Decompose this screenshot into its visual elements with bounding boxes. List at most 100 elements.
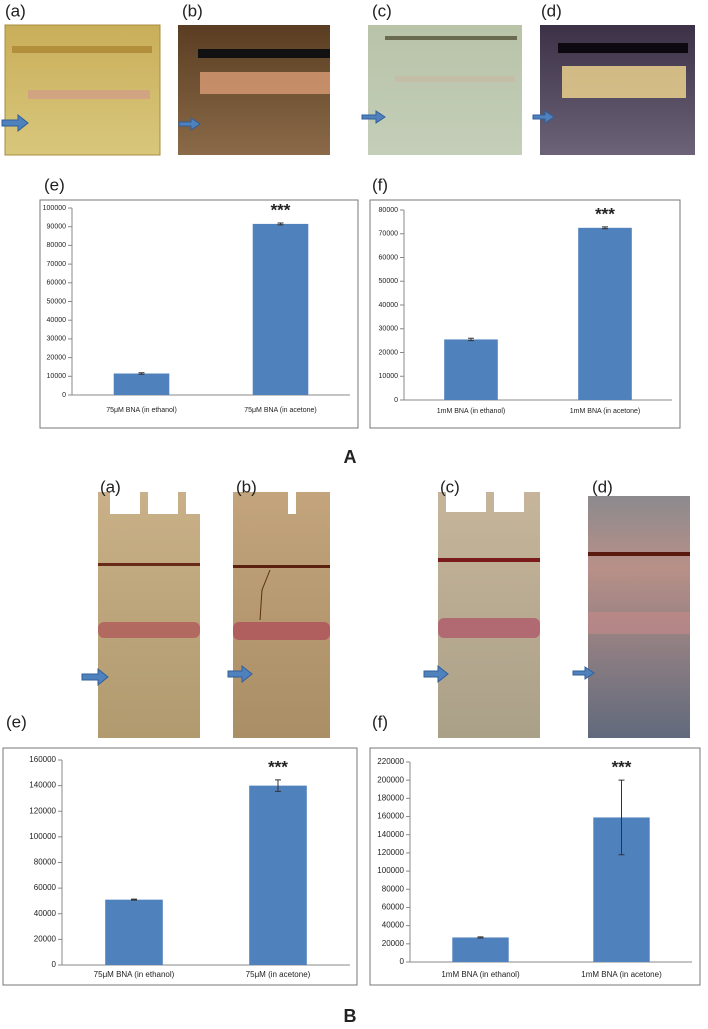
y-tick-label: 30000 [379,326,399,333]
y-tick-label: 10000 [379,373,399,380]
gel-line [98,563,200,566]
significance-label: *** [595,204,615,223]
bar [578,227,632,400]
chart-frame [369,747,701,986]
arrow [361,110,386,124]
y-tick-label: 60000 [47,280,67,287]
y-tick-label: 40000 [34,909,57,918]
y-tick-label: 80000 [34,858,57,867]
panel-label: (e) [44,175,65,194]
panel-label: (a) [100,477,121,496]
bar [444,339,498,400]
error-bar [602,226,608,230]
y-tick-label: 10000 [47,373,67,380]
arrows [1,110,555,133]
y-tick-label: 70000 [47,261,67,268]
gel [368,25,522,155]
y-tick-label: 60000 [379,254,399,261]
gel-line [588,552,690,556]
arrow [532,110,555,124]
bar-chart: 0 20000 40000 60000 80000 100000 120000 140000 1… [2,747,358,986]
y-tick-label: 20000 [34,934,57,943]
gel-band [438,618,540,638]
panel-label: (f) [372,712,388,731]
error-bar [275,779,281,792]
y-tick-label: 50000 [379,278,399,285]
gel [98,492,200,738]
gel-band [98,622,200,638]
y-tick-label: 120000 [377,848,404,857]
y-tick-label: 220000 [377,757,404,766]
y-tick-label: 50000 [47,298,67,305]
error-bar [138,372,145,375]
bar [105,899,163,965]
panel-label: (c) [372,1,392,20]
gel-band [395,76,515,82]
error-bar [477,936,484,939]
bar-chart: 0 10000 20000 30000 40000 50000 60000 70000 8000… [369,199,681,429]
arrow [81,667,109,687]
significance-label: *** [271,200,291,219]
chart-frame [369,199,681,429]
significance-label: *** [268,757,288,776]
gel [233,492,330,738]
error-bar [618,779,625,856]
arrow [1,113,29,133]
x-tick-label: 75μM BNA (in ethanol) [94,970,175,979]
gel-wells [198,49,330,58]
x-tick-label: 1mM BNA (in ethanol) [437,408,505,415]
gel-band [588,612,690,634]
gel-band [562,66,686,98]
arrow [178,117,201,131]
bar [249,785,307,965]
y-tick-label: 200000 [377,775,404,784]
y-tick-label: 160000 [29,755,56,764]
y-tick-label: 40000 [379,302,399,309]
y-tick-label: 30000 [47,336,67,343]
gel-band [200,72,330,94]
y-tick-label: 120000 [29,806,56,815]
panel-label: (a) [5,1,26,20]
y-tick-label: 40000 [47,317,67,324]
x-tick-label: 1mM BNA (in acetone) [570,408,640,415]
x-tick-label: 75μM BNA (in acetone) [244,407,317,414]
y-tick-label: 20000 [47,354,67,361]
arrow [572,666,595,680]
bar [113,373,170,395]
y-tick-label: 0 [62,392,66,399]
y-tick-label: 100000 [377,866,404,875]
error-bar [277,222,284,226]
y-tick-label: 0 [400,957,405,966]
gel-band [28,90,150,99]
bar [452,937,509,962]
gel-line [233,565,330,568]
gel-wells [12,46,152,53]
y-tick-label: 140000 [29,781,56,790]
panel-label: (b) [182,1,203,20]
panel-label: (b) [236,477,257,496]
panel-label: (d) [592,477,613,496]
bar-chart: 0 10000 20000 30000 40000 50000 60000 70000 8000… [39,199,359,429]
error-bar [131,898,137,901]
gel-line [438,558,540,562]
y-tick-label: 20000 [379,349,399,356]
y-tick-label: 0 [394,397,398,404]
y-tick-label: 160000 [377,812,404,821]
gel-images-b [81,492,690,738]
section-label: B [344,1006,357,1026]
gel [438,492,540,738]
panel-label: (f) [372,175,388,194]
panel-label: (d) [541,1,562,20]
arrows [81,664,595,687]
y-tick-label: 80000 [47,242,67,249]
bar-chart: 0 20000 40000 60000 80000 100000 120000 140000 1… [369,747,701,986]
arrow [227,664,253,684]
x-tick-label: 75μM (in acetone) [246,970,311,979]
y-tick-label: 60000 [382,903,405,912]
y-tick-label: 20000 [382,939,405,948]
y-tick-label: 100000 [29,832,56,841]
gel-images-a [1,24,695,156]
panel-label: (e) [6,712,27,731]
x-tick-label: 75μM BNA (in ethanol) [106,407,177,414]
